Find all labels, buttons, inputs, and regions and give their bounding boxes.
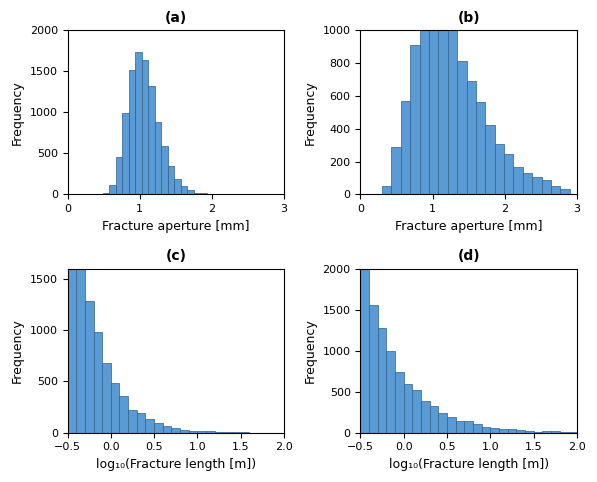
- Y-axis label: Frequency: Frequency: [304, 318, 317, 383]
- Bar: [122, 113, 129, 194]
- Bar: [103, 193, 109, 194]
- Bar: [447, 417, 456, 433]
- Bar: [534, 431, 542, 433]
- Bar: [404, 385, 413, 433]
- Bar: [232, 432, 241, 433]
- Bar: [523, 174, 533, 194]
- Bar: [181, 187, 187, 194]
- Bar: [154, 423, 163, 433]
- Bar: [161, 146, 168, 194]
- Bar: [94, 333, 102, 433]
- Bar: [386, 350, 395, 433]
- Bar: [467, 80, 476, 194]
- Bar: [560, 431, 568, 433]
- Bar: [507, 429, 516, 433]
- Bar: [137, 413, 146, 433]
- Bar: [499, 429, 507, 433]
- Title: (d): (d): [457, 249, 480, 263]
- Bar: [430, 406, 438, 433]
- Bar: [476, 102, 485, 194]
- Title: (b): (b): [457, 11, 480, 25]
- Bar: [456, 421, 464, 433]
- Bar: [392, 147, 401, 194]
- Bar: [525, 430, 534, 433]
- Bar: [174, 179, 181, 194]
- Bar: [168, 165, 174, 194]
- Bar: [541, 180, 551, 194]
- Bar: [128, 410, 137, 433]
- Bar: [473, 424, 482, 433]
- Y-axis label: Frequency: Frequency: [11, 318, 24, 383]
- Bar: [67, 157, 76, 433]
- Bar: [111, 383, 119, 433]
- Bar: [438, 11, 448, 194]
- Bar: [136, 52, 142, 194]
- Bar: [464, 421, 473, 433]
- Bar: [163, 426, 171, 433]
- Bar: [551, 431, 560, 433]
- Bar: [482, 427, 490, 433]
- Bar: [149, 85, 155, 194]
- Bar: [382, 186, 392, 194]
- Bar: [561, 189, 570, 194]
- Bar: [187, 190, 194, 194]
- Bar: [413, 390, 421, 433]
- Bar: [76, 234, 85, 433]
- Bar: [189, 431, 198, 433]
- Bar: [194, 193, 201, 194]
- Bar: [495, 144, 504, 194]
- Bar: [395, 372, 404, 433]
- Y-axis label: Frequency: Frequency: [304, 80, 317, 145]
- Bar: [542, 431, 551, 433]
- Bar: [457, 61, 467, 194]
- Title: (a): (a): [165, 11, 187, 25]
- X-axis label: Fracture aperture [mm]: Fracture aperture [mm]: [102, 220, 250, 233]
- Bar: [516, 430, 525, 433]
- Bar: [129, 70, 136, 194]
- Bar: [421, 401, 430, 433]
- X-axis label: log₁₀(Fracture length [m]): log₁₀(Fracture length [m]): [389, 458, 549, 471]
- X-axis label: log₁₀(Fracture length [m]): log₁₀(Fracture length [m]): [96, 458, 256, 471]
- Bar: [485, 124, 495, 194]
- Bar: [420, 11, 429, 194]
- Bar: [180, 430, 189, 433]
- Bar: [215, 432, 223, 433]
- Bar: [109, 185, 116, 194]
- Bar: [401, 101, 410, 194]
- Bar: [361, 269, 369, 433]
- Bar: [198, 431, 206, 433]
- Bar: [490, 428, 499, 433]
- Bar: [206, 431, 215, 433]
- X-axis label: Fracture aperture [mm]: Fracture aperture [mm]: [395, 220, 543, 233]
- Bar: [85, 301, 94, 433]
- Bar: [513, 167, 523, 194]
- Bar: [369, 305, 378, 433]
- Bar: [171, 428, 180, 433]
- Bar: [142, 60, 149, 194]
- Bar: [378, 328, 386, 433]
- Bar: [504, 154, 513, 194]
- Bar: [102, 363, 111, 433]
- Bar: [438, 413, 447, 433]
- Title: (c): (c): [165, 249, 186, 263]
- Bar: [448, 29, 457, 194]
- Bar: [533, 177, 541, 194]
- Bar: [410, 45, 420, 194]
- Bar: [119, 396, 128, 433]
- Bar: [551, 186, 561, 194]
- Bar: [429, 0, 438, 194]
- Bar: [146, 419, 154, 433]
- Bar: [201, 193, 207, 194]
- Bar: [155, 122, 161, 194]
- Bar: [568, 432, 577, 433]
- Bar: [116, 157, 122, 194]
- Y-axis label: Frequency: Frequency: [11, 80, 24, 145]
